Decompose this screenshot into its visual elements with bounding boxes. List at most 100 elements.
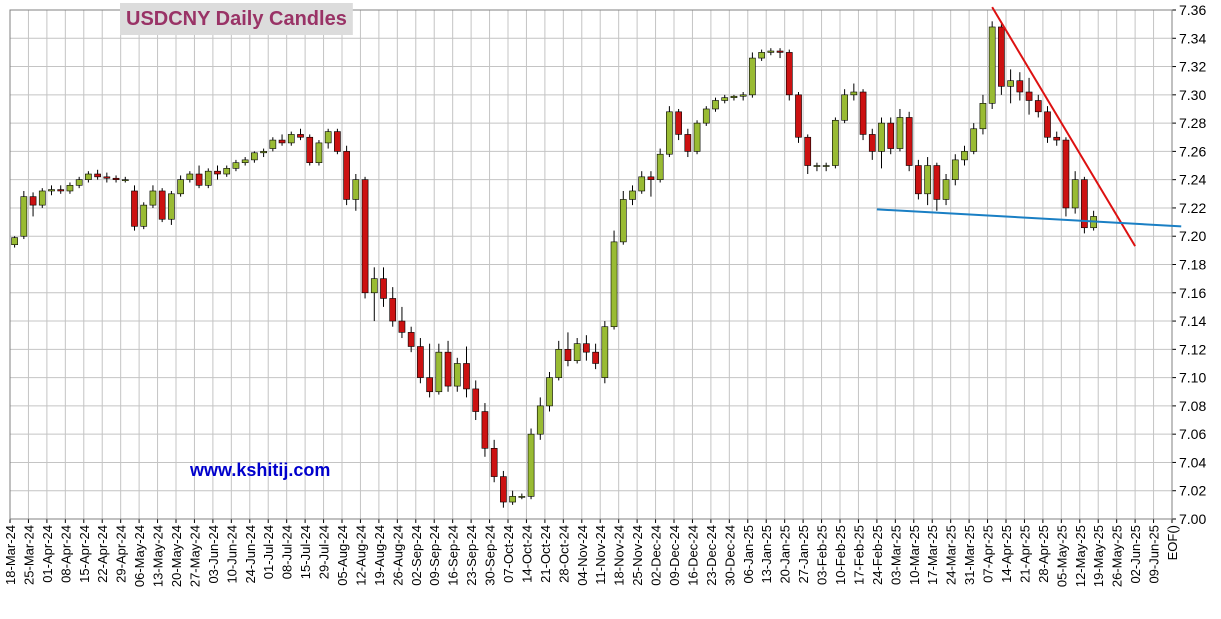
candle-body [241,159,249,164]
x-tick-label: 02-Dec-24 [649,525,664,586]
candle-body [961,151,968,161]
y-tick-label: 7.30 [1179,87,1206,103]
candle-body [767,50,775,53]
candle-body [38,190,46,206]
candle-body [573,343,581,361]
candle-body [177,179,184,195]
candle-body [453,363,461,387]
x-tick-label: 06-Jan-25 [741,525,756,584]
candle-body [702,108,710,124]
candle-body [933,165,941,200]
x-tick-label: 12-Aug-24 [353,525,368,586]
x-tick-label: 20-May-24 [169,525,184,587]
candle-body [629,190,636,200]
candle-body [868,134,876,152]
y-tick-label: 7.20 [1179,228,1206,244]
candle-body [693,122,701,152]
candle-body [324,131,332,144]
candle-body [1081,179,1088,229]
candle-body [638,176,646,192]
candle-body [260,151,267,154]
candle-body [435,351,443,393]
candle-body [158,190,166,220]
y-tick-label: 7.00 [1179,511,1206,527]
x-tick-label: 25-Mar-24 [21,525,36,585]
x-tick-label: 02-Jun-25 [1128,525,1143,584]
candle-body [490,448,498,477]
candle-body [278,139,286,144]
candle-body [758,52,765,59]
candle-body [251,152,258,161]
candle-body [1062,139,1070,209]
x-tick-label: 11-Nov-24 [593,525,608,585]
y-tick-label: 7.34 [1179,30,1206,46]
candle-body [195,173,203,186]
candle-body [518,496,526,498]
candle-body [905,117,913,166]
candle-body [979,103,987,130]
y-tick-label: 7.22 [1179,200,1206,216]
y-tick-label: 7.18 [1179,257,1206,273]
x-tick-label: 15-Jul-24 [298,525,313,579]
x-tick-label: 14-Apr-25 [999,525,1014,583]
candle-body [988,26,996,104]
layer: 7.00 7.02 7.04 7.06 7.08 7.10 7.12 7.14 7.16 7.18… [3,2,1206,587]
y-tick-label: 7.14 [1179,313,1206,329]
candle-body [1044,111,1051,138]
x-tick-label: 29-Jul-24 [317,525,332,579]
x-tick-label: 20-Jan-25 [778,525,793,584]
candle-body [942,179,950,200]
x-tick-label: 04-Nov-24 [575,525,590,586]
candle-body [361,179,369,294]
x-tick-label: 24-Feb-25 [870,525,885,585]
candle-body [287,134,295,144]
x-tick-label: 24-Mar-25 [944,525,959,585]
candle-body [204,170,212,186]
candle-body [647,176,655,180]
candle-body [29,196,37,206]
x-tick-label: 21-Apr-25 [1017,525,1032,583]
x-tick-label: 19-May-25 [1091,525,1106,587]
candle-body [297,134,304,138]
candle-body [739,94,747,97]
x-tick-label: 03-Jun-24 [206,525,221,584]
candle-body [656,153,664,180]
trend-line [991,6,1136,247]
candle-body [370,278,378,294]
x-tick-label: 08-Jul-24 [280,525,295,579]
candle-body [859,91,867,135]
x-tick-label: 07-Apr-25 [981,525,996,583]
x-tick-label: 29-Apr-24 [114,525,129,583]
x-tick-label: 16-Dec-24 [685,525,700,586]
x-tick-label: 26-Aug-24 [390,525,405,586]
candle-body [915,165,922,195]
candle-body [1034,100,1042,113]
candle-body [112,177,120,180]
candle-body [20,196,28,237]
y-tick-label: 7.16 [1179,285,1206,301]
candle-body [214,170,221,175]
candle-body [998,26,1005,87]
x-tick-label: 23-Dec-24 [704,525,719,586]
candle-body [509,496,516,503]
candle-body [536,405,544,435]
x-tick-label: 17-Mar-25 [925,525,940,585]
x-tick-label: 09-Jun-25 [1147,525,1162,584]
candle-body [850,91,858,96]
x-tick-label: 12-May-25 [1073,525,1088,587]
candle-body [472,388,480,412]
x-tick-label: 27-Jan-25 [796,525,811,584]
y-tick-label: 7.08 [1179,398,1206,414]
candle-body [730,95,738,98]
x-tick-label: 18-Nov-24 [612,525,627,586]
candle-body [66,185,74,192]
candle-body [417,346,424,378]
x-tick-label: 21-Oct-24 [538,525,553,583]
x-tick-label: 10-Mar-25 [907,525,922,585]
candle-body [592,351,599,364]
y-tick-label: 7.36 [1179,2,1206,18]
x-tick-label: 15-Apr-24 [77,525,92,583]
candle-body [121,179,129,181]
candle-body [334,131,341,152]
x-tick-label: 08-Apr-24 [58,525,73,583]
